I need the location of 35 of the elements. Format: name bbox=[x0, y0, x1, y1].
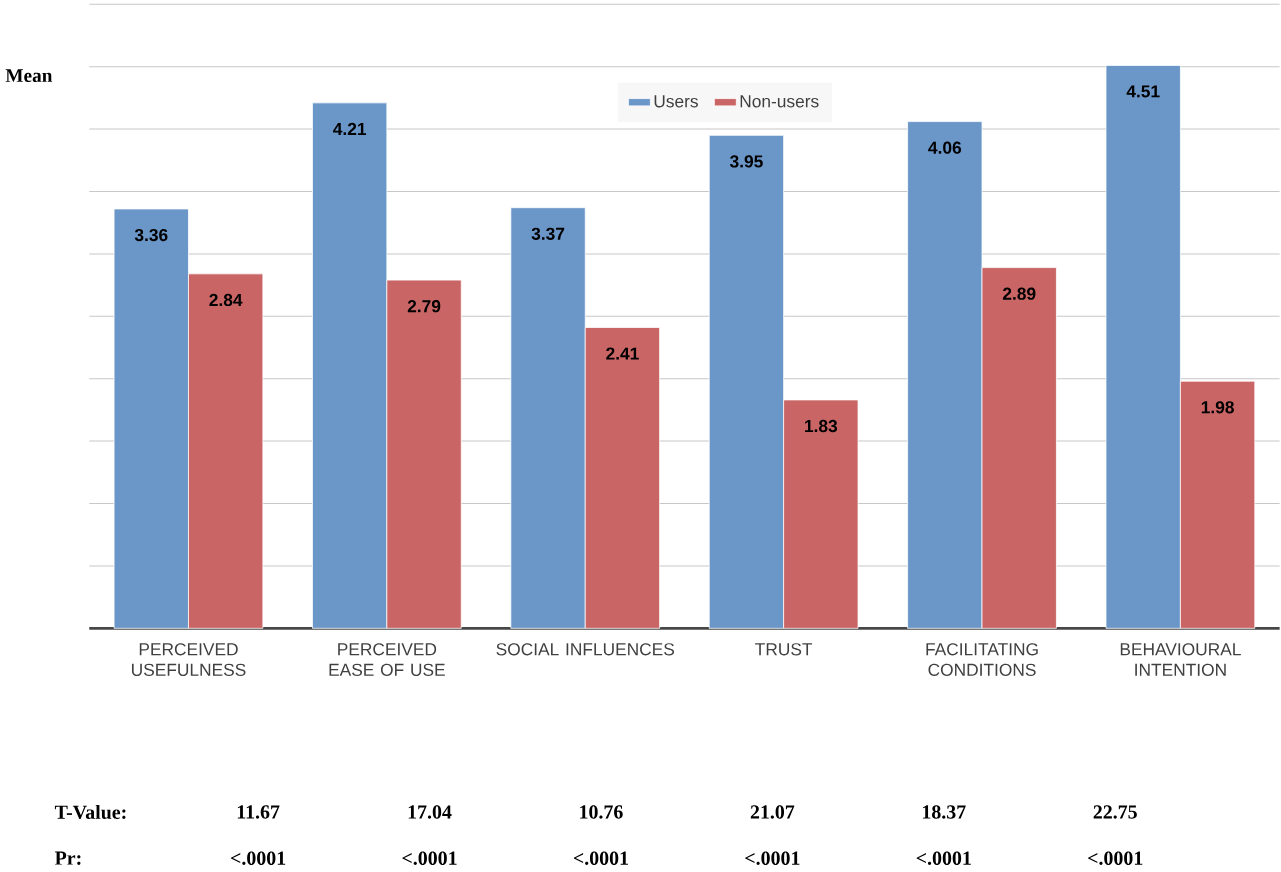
x-tick-label: FACILITATING CONDITIONS bbox=[926, 643, 1038, 677]
text: 18.37 bbox=[922, 805, 966, 819]
x-tick-label: PERCEIVED EASE OF USE bbox=[329, 643, 445, 677]
data-label: 3.95 bbox=[729, 155, 763, 168]
data-label: 3.37 bbox=[531, 227, 565, 241]
text: 22.75 bbox=[1093, 805, 1137, 819]
x-tick-label: SOCIAL INFLUENCES bbox=[496, 643, 675, 656]
data-label: 1.98 bbox=[1201, 401, 1234, 414]
data-label: 2.41 bbox=[606, 347, 639, 360]
text: 21.07 bbox=[750, 805, 795, 819]
data-label: 3.36 bbox=[134, 229, 168, 242]
data-label: 4.21 bbox=[333, 122, 367, 136]
text: <.0001 bbox=[916, 851, 971, 866]
text: T-Value: bbox=[54, 805, 126, 820]
text: 17.04 bbox=[408, 805, 452, 819]
legend-label: Users bbox=[654, 95, 698, 108]
text: <.0001 bbox=[573, 851, 628, 866]
y-axis-title: Mean bbox=[5, 69, 53, 83]
data-label: 2.79 bbox=[407, 300, 441, 313]
data-label: 2.84 bbox=[209, 293, 243, 307]
data-label: 4.06 bbox=[928, 141, 962, 154]
text: Pr: bbox=[54, 851, 81, 866]
data-label: 1.83 bbox=[805, 420, 838, 433]
text: 10.76 bbox=[580, 805, 623, 819]
data-label: 2.89 bbox=[1002, 287, 1036, 300]
text: <.0001 bbox=[402, 851, 457, 866]
text: <.0001 bbox=[231, 851, 286, 866]
text: <.0001 bbox=[1088, 851, 1143, 866]
text: 11.67 bbox=[237, 805, 280, 819]
x-tick-label: PERCEIVED USEFULNESS bbox=[132, 643, 246, 677]
text: <.0001 bbox=[745, 851, 800, 866]
legend-label: Non-users bbox=[740, 95, 819, 108]
x-tick-label: BEHAVIOURAL INTENTION bbox=[1120, 643, 1241, 677]
x-tick-label: TRUST bbox=[755, 643, 813, 656]
data-label: 4.51 bbox=[1126, 85, 1160, 98]
